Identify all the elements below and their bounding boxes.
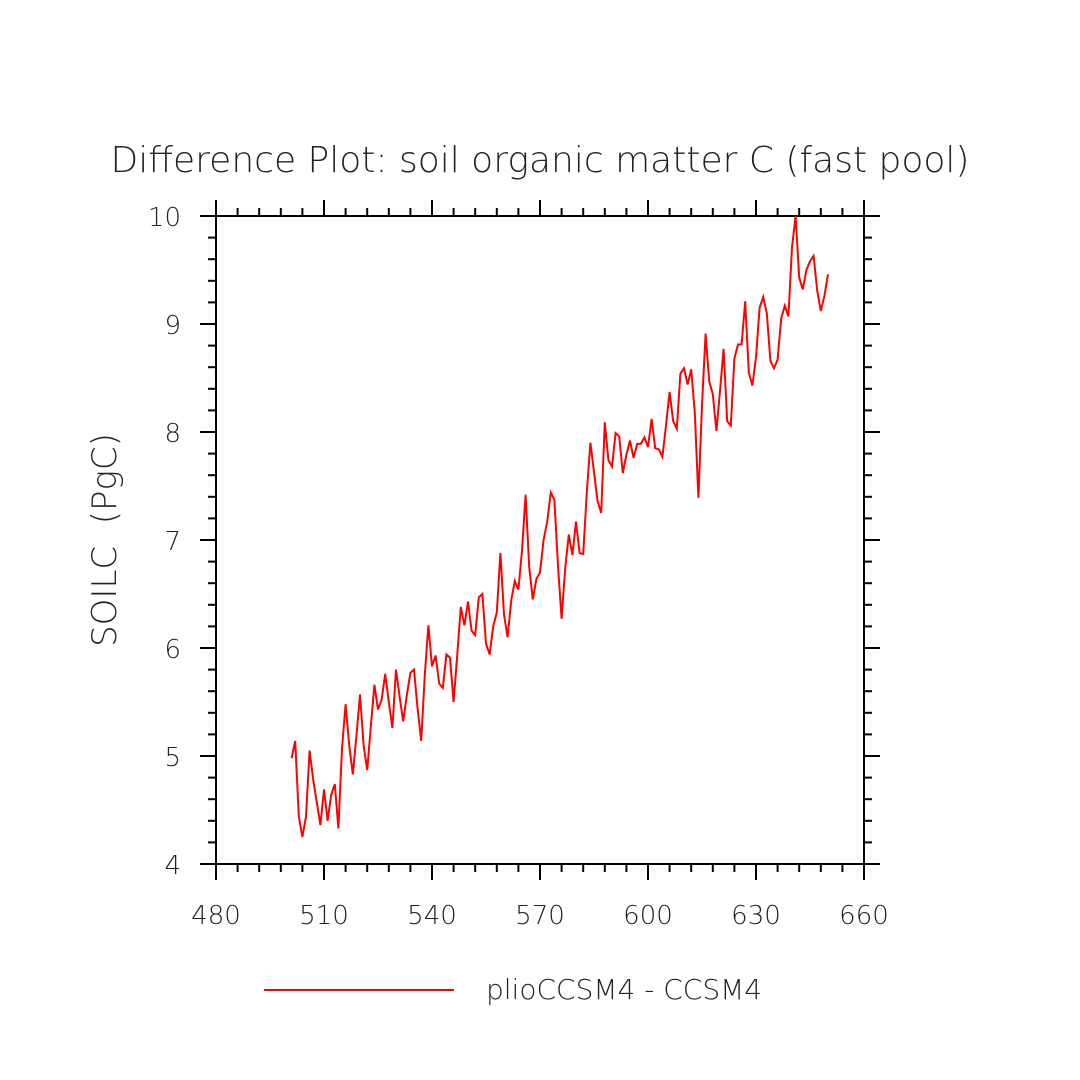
legend-label: plioCCSM4 - CCSM4 [486,973,762,1006]
chart-title: Difference Plot: soil organic matter C (… [111,140,970,181]
legend: plioCCSM4 - CCSM4 [264,973,762,1006]
y-tick-label: 5 [164,743,181,773]
y-tick-label: 10 [148,203,181,233]
y-tick-label: 8 [164,419,181,449]
y-tick-label: 7 [164,527,181,557]
axis-ticks [200,200,880,880]
series-line-plioccsm4-ccsm4 [290,215,829,838]
y-tick-label: 9 [164,311,181,341]
x-tick-label: 510 [299,901,349,931]
y-axis-tick-labels: 4 5 6 7 8 9 10 [148,203,181,881]
x-tick-label: 600 [623,901,673,931]
y-tick-label: 6 [164,635,181,665]
x-axis-tick-labels: 480 510 540 570 600 630 660 [191,901,889,931]
x-tick-label: 570 [515,901,565,931]
y-axis-label: SOILC (PgC) [85,433,125,647]
x-tick-label: 630 [731,901,781,931]
y-tick-label: 4 [164,851,181,881]
x-tick-label: 540 [407,901,457,931]
x-tick-label: 480 [191,901,241,931]
x-tick-label: 660 [839,901,889,931]
